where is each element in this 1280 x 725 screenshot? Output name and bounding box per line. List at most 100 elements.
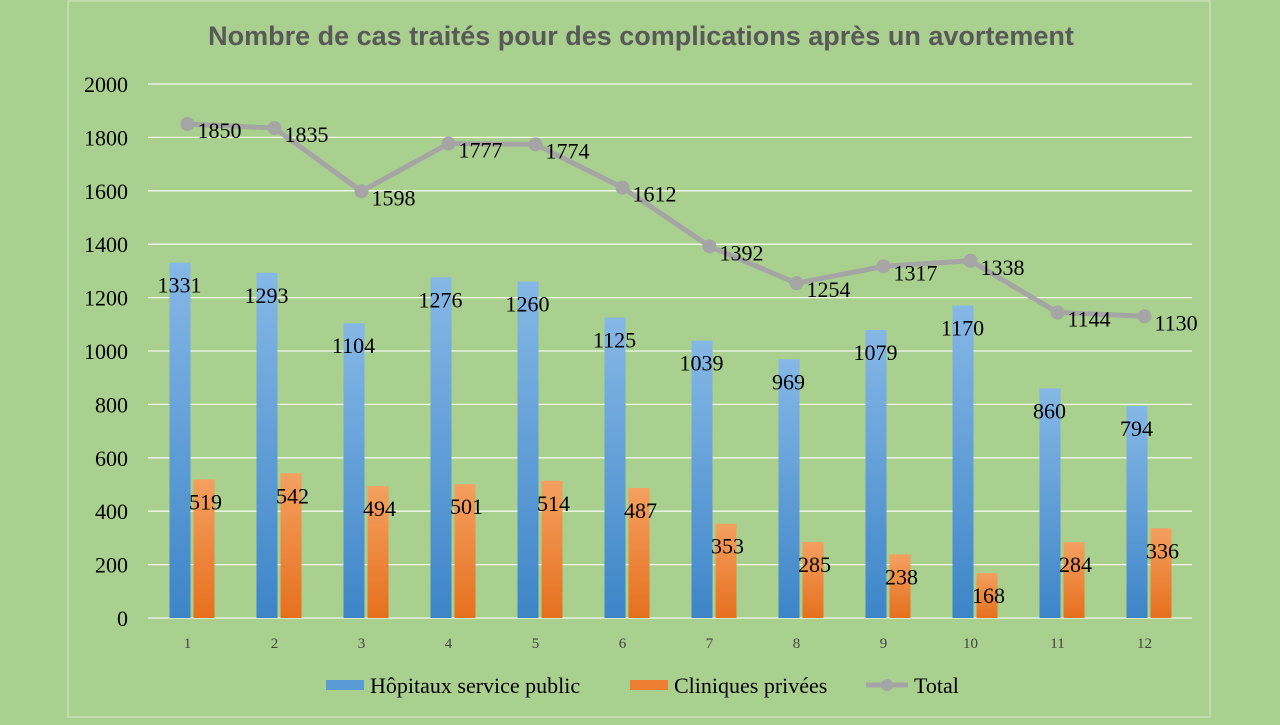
data-label-public: 1170 bbox=[941, 316, 984, 341]
bar-private bbox=[628, 487, 650, 618]
bar-public bbox=[430, 277, 452, 618]
y-tick-label: 400 bbox=[95, 499, 128, 524]
total-point bbox=[354, 184, 369, 199]
y-tick-label: 1400 bbox=[84, 232, 128, 257]
total-point bbox=[615, 180, 630, 195]
bar-public bbox=[1039, 388, 1061, 618]
y-axis-ticks: 0 200 400 600 800 1000 1200 1400 1600 1800 2000 bbox=[84, 72, 128, 631]
legend-label-total: Total bbox=[914, 673, 959, 698]
data-label-public: 1276 bbox=[419, 287, 463, 312]
data-label-private: 168 bbox=[972, 583, 1005, 608]
y-tick-label: 2000 bbox=[84, 72, 128, 97]
data-label-public: 1260 bbox=[506, 292, 550, 317]
x-tick-label: 8 bbox=[793, 636, 801, 652]
bar-public bbox=[865, 329, 887, 618]
data-label-private: 336 bbox=[1146, 538, 1179, 563]
data-label-private: 238 bbox=[885, 564, 918, 589]
x-tick-label: 4 bbox=[445, 636, 453, 652]
total-line bbox=[180, 117, 1152, 324]
total-point bbox=[876, 259, 891, 274]
chart-title: Nombre de cas traités pour des complicat… bbox=[208, 21, 1074, 51]
y-tick-label: 600 bbox=[95, 446, 128, 471]
x-tick-label: 5 bbox=[532, 636, 540, 652]
data-label-total: 1612 bbox=[633, 182, 677, 207]
total-point bbox=[441, 136, 456, 151]
data-label-private: 487 bbox=[624, 498, 657, 523]
bar-public bbox=[604, 317, 626, 618]
data-label-total: 1774 bbox=[546, 138, 590, 163]
data-label-private: 353 bbox=[711, 534, 744, 559]
y-tick-label: 1600 bbox=[84, 179, 128, 204]
data-label-private: 494 bbox=[363, 496, 396, 521]
data-labels: 1331 519 1293 542 1104 494 1276 501 1260 514 1125 4… bbox=[158, 118, 1198, 608]
total-point bbox=[789, 276, 804, 291]
data-label-total: 1130 bbox=[1155, 310, 1198, 335]
y-tick-label: 200 bbox=[95, 553, 128, 578]
legend-label-public: Hôpitaux service public bbox=[370, 673, 580, 698]
total-point bbox=[528, 137, 543, 152]
total-point bbox=[1050, 305, 1065, 320]
bar-private bbox=[541, 480, 563, 618]
bar-public bbox=[778, 359, 800, 618]
chart-frame bbox=[67, 0, 1211, 718]
y-tick-label: 1000 bbox=[84, 339, 128, 364]
data-label-private: 542 bbox=[276, 483, 309, 508]
legend-swatch-private bbox=[630, 680, 668, 690]
data-label-total: 1835 bbox=[285, 122, 329, 147]
bar-private bbox=[715, 523, 737, 618]
bar-private bbox=[367, 486, 389, 618]
bar-public bbox=[952, 305, 974, 618]
bar-private bbox=[976, 573, 998, 618]
total-point bbox=[963, 253, 978, 268]
bar-private bbox=[193, 479, 215, 618]
y-tick-label: 1800 bbox=[84, 125, 128, 150]
x-tick-label: 11 bbox=[1050, 636, 1064, 652]
total-point bbox=[1137, 309, 1152, 324]
y-tick-label: 1200 bbox=[84, 286, 128, 311]
data-label-total: 1338 bbox=[981, 255, 1025, 280]
data-label-total: 1144 bbox=[1068, 307, 1111, 332]
data-label-total: 1598 bbox=[372, 185, 416, 210]
x-tick-label: 3 bbox=[358, 636, 366, 652]
legend-label-private: Cliniques privées bbox=[674, 673, 827, 698]
legend: Hôpitaux service public Cliniques privées… bbox=[326, 673, 959, 698]
data-label-public: 1039 bbox=[680, 351, 724, 376]
data-label-public: 1125 bbox=[593, 328, 636, 353]
x-tick-label: 1 bbox=[184, 636, 192, 652]
bar-public bbox=[1126, 406, 1148, 618]
data-label-total: 1392 bbox=[720, 240, 764, 265]
bar-public bbox=[343, 323, 365, 618]
data-label-private: 501 bbox=[450, 494, 483, 519]
data-label-total: 1850 bbox=[198, 118, 242, 143]
data-label-private: 519 bbox=[189, 489, 222, 514]
x-axis-ticks: 1 2 3 4 5 6 7 8 9 10 11 12 bbox=[184, 636, 1152, 652]
data-label-total: 1254 bbox=[807, 277, 851, 302]
legend-swatch-public bbox=[326, 680, 364, 690]
bar-private bbox=[454, 484, 476, 618]
y-tick-label: 0 bbox=[117, 606, 128, 631]
bar-public bbox=[169, 262, 191, 618]
bar-private bbox=[802, 541, 824, 618]
data-label-public: 1079 bbox=[854, 340, 898, 365]
gridlines bbox=[148, 83, 1192, 619]
x-tick-label: 9 bbox=[880, 636, 888, 652]
total-series-line bbox=[187, 121, 1145, 319]
data-label-public: 860 bbox=[1033, 398, 1066, 423]
x-tick-label: 10 bbox=[963, 636, 978, 652]
y-tick-label: 800 bbox=[95, 392, 128, 417]
data-label-public: 1331 bbox=[158, 273, 202, 298]
data-label-public: 1104 bbox=[332, 333, 375, 358]
bar-private bbox=[1063, 542, 1085, 618]
data-label-public: 969 bbox=[772, 369, 805, 394]
bars bbox=[169, 262, 1172, 618]
data-label-private: 285 bbox=[798, 552, 831, 577]
total-point bbox=[180, 117, 195, 132]
data-label-private: 514 bbox=[537, 491, 570, 516]
data-label-public: 1293 bbox=[245, 283, 289, 308]
total-point bbox=[267, 121, 282, 136]
x-tick-label: 6 bbox=[619, 636, 627, 652]
data-label-total: 1317 bbox=[894, 260, 938, 285]
bar-private bbox=[280, 473, 302, 618]
